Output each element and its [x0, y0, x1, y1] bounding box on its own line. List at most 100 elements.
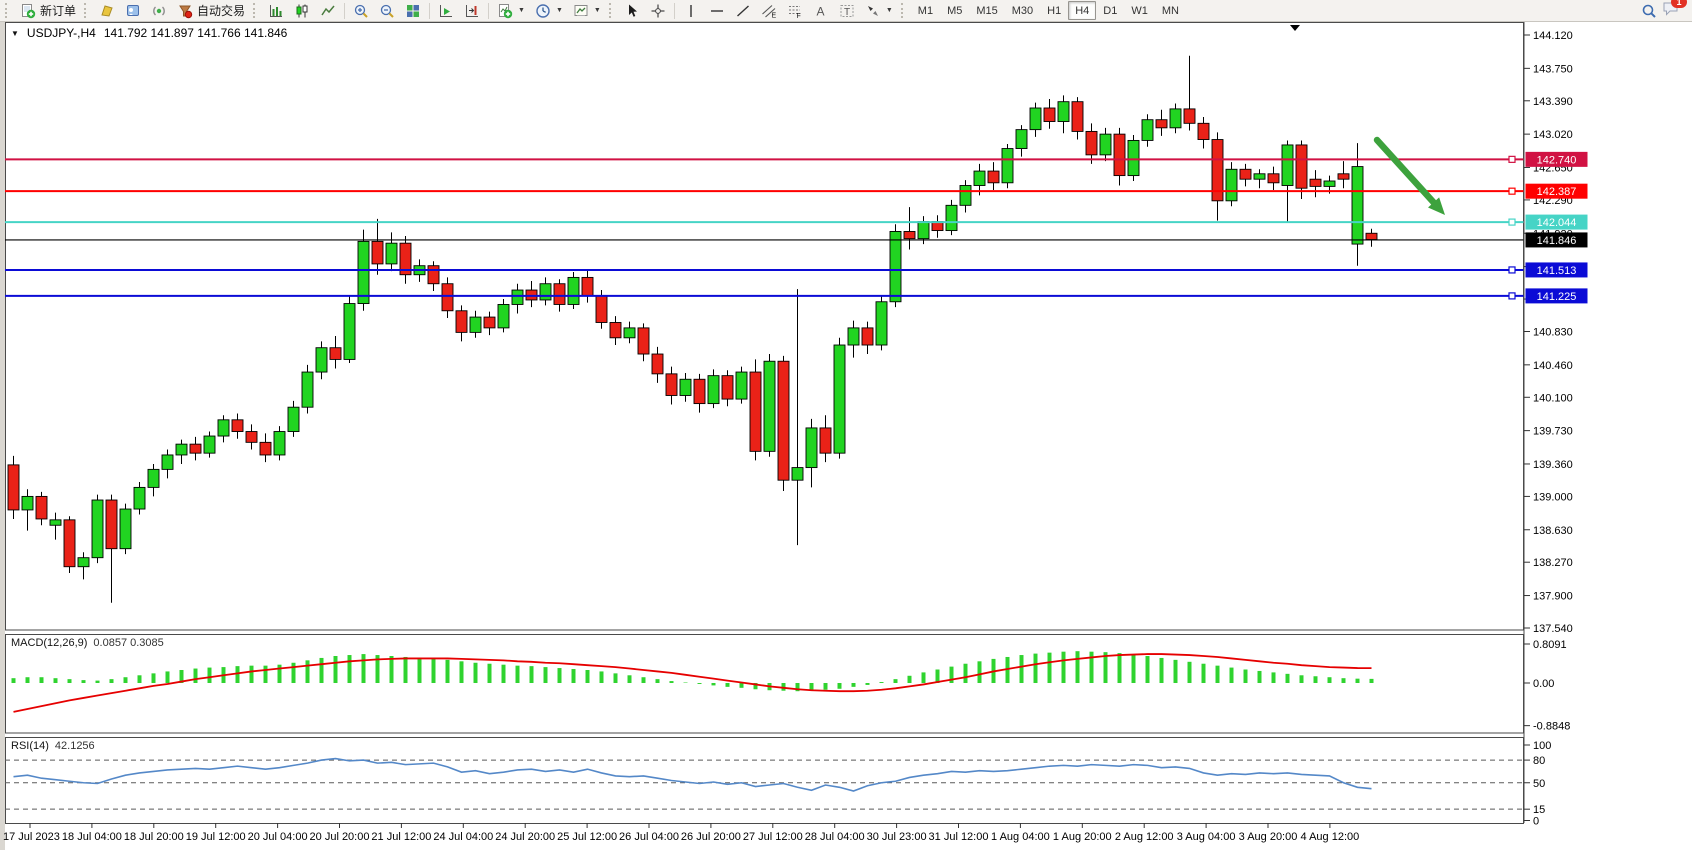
timeframe-MN[interactable]: MN — [1161, 4, 1179, 17]
notifications-button[interactable]: 1 — [1662, 0, 1687, 22]
price-tick: 139.730 — [1533, 426, 1573, 438]
chart-shift-marker[interactable] — [1290, 25, 1300, 31]
candlestick-button[interactable] — [289, 0, 315, 21]
time-tick-label: 1 Aug 20:00 — [1053, 831, 1112, 843]
chart-ohlc: 141.792 141.897 141.766 141.846 — [103, 26, 288, 40]
auto-scroll-icon — [438, 3, 454, 19]
arrows-dropdown-caret[interactable]: ▼ — [885, 7, 893, 14]
time-axis[interactable]: 17 Jul 2023 18 Jul 04:00 18 Jul 20:00 19 Ju… — [3, 823, 1359, 843]
auto-trading-button[interactable]: 自动交易 — [172, 0, 250, 21]
periods-button[interactable]: ▼ — [530, 0, 568, 21]
price-badge-141.225 — [1525, 288, 1588, 304]
horizontal-line-button[interactable] — [704, 0, 730, 21]
timeframe-M15[interactable]: M15 — [976, 4, 998, 17]
timeframe-H1[interactable]: H1 — [1047, 4, 1062, 17]
price-badge-142.044 — [1525, 214, 1588, 230]
templates-dropdown-caret[interactable]: ▼ — [593, 7, 601, 14]
time-tick-label: 27 Jul 12:00 — [743, 831, 803, 843]
zoom-in-button[interactable] — [348, 0, 374, 21]
chart-title-caret-icon[interactable]: ▼ — [11, 28, 19, 38]
time-tick-label: 19 Jul 12:00 — [186, 831, 246, 843]
macd-current-values: 0.0857 0.3085 — [93, 637, 164, 649]
hline-anchor-141.513[interactable] — [1508, 266, 1516, 274]
profile-icon — [99, 3, 115, 19]
svg-text:T: T — [844, 7, 850, 18]
auto-trading-icon — [177, 3, 193, 19]
bar-chart-button[interactable] — [263, 0, 289, 21]
timeframe-M1[interactable]: M1 — [917, 4, 934, 17]
chart-shift-icon — [464, 3, 480, 19]
price-badge-141.846 — [1525, 232, 1588, 248]
tile-windows-button[interactable] — [400, 0, 426, 21]
toolbar-grip[interactable] — [900, 3, 907, 18]
text-label-icon: T — [839, 3, 855, 19]
timeframe-H4[interactable]: H4 — [1068, 1, 1097, 20]
macd-pane — [11, 651, 1374, 713]
channel-button[interactable]: E — [756, 0, 782, 21]
channel-icon: E — [761, 3, 777, 19]
search-button[interactable] — [1636, 0, 1662, 21]
pane-frames — [5, 22, 1524, 824]
rsi-label: RSI(14) 42.1256 — [11, 740, 95, 752]
text-button[interactable]: A — [808, 0, 834, 21]
macd-axis-tick: 0.8091 — [1533, 639, 1567, 651]
timeframe-D1[interactable]: D1 — [1103, 4, 1118, 17]
price-badge-text: 141.225 — [1537, 291, 1577, 303]
price-tick: 143.020 — [1533, 129, 1573, 141]
time-tick-label: 24 Jul 04:00 — [433, 831, 493, 843]
time-tick-label: 20 Jul 20:00 — [310, 831, 370, 843]
charts-profile-button[interactable] — [94, 0, 120, 21]
macd-label: MACD(12,26,9) 0.0857 0.3085 — [11, 637, 164, 649]
auto-scroll-button[interactable] — [433, 0, 459, 21]
line-chart-icon — [320, 3, 336, 19]
arrows-button[interactable]: ▼ — [860, 0, 898, 21]
time-tick-label: 4 Aug 12:00 — [1301, 831, 1360, 843]
toolbar-grip[interactable] — [5, 3, 11, 18]
hline-anchor-142.387[interactable] — [1508, 187, 1516, 195]
text-label-button[interactable]: T — [834, 0, 860, 21]
chart-canvas[interactable]: 144.120143.750143.390143.020142.650142.2… — [0, 22, 1692, 850]
timeframe-W1[interactable]: W1 — [1131, 4, 1148, 17]
fibonacci-button[interactable]: F — [782, 0, 808, 21]
trendline-button[interactable] — [730, 0, 756, 21]
text-icon: A — [813, 3, 829, 19]
toolbar-grip[interactable] — [84, 3, 90, 18]
new-order-button[interactable]: 新订单 — [15, 0, 81, 21]
timeframe-M5[interactable]: M5 — [947, 4, 963, 17]
price-tick: 137.540 — [1533, 623, 1573, 635]
hline-anchor-141.225[interactable] — [1508, 292, 1516, 300]
timeframe-M30[interactable]: M30 — [1011, 4, 1034, 17]
time-tick-label: 26 Jul 04:00 — [619, 831, 679, 843]
zoom-out-button[interactable] — [374, 0, 400, 21]
price-axis[interactable]: 144.120143.750143.390143.020142.650142.2… — [1523, 22, 1692, 828]
templates-button[interactable]: ▼ — [568, 0, 606, 21]
trend-arrow-annotation[interactable] — [1373, 136, 1445, 215]
hline-anchor-142.044[interactable] — [1508, 218, 1516, 226]
line-chart-button[interactable] — [315, 0, 341, 21]
price-badge-142.740 — [1525, 151, 1588, 167]
cursor-button[interactable] — [619, 0, 645, 21]
indicators-dropdown-caret[interactable]: ▼ — [518, 7, 525, 14]
time-tick-label: 3 Aug 20:00 — [1239, 831, 1298, 843]
signals-button[interactable] — [146, 0, 172, 21]
time-tick-label: 3 Aug 04:00 — [1177, 831, 1236, 843]
price-badge-142.387 — [1525, 183, 1588, 199]
crosshair-button[interactable] — [645, 0, 671, 21]
svg-text:F: F — [796, 13, 800, 19]
periods-dropdown-caret[interactable]: ▼ — [555, 7, 563, 14]
vertical-line-button[interactable] — [678, 0, 704, 21]
market-watch-icon — [125, 3, 141, 19]
rsi-pane — [5, 757, 1524, 810]
price-badge-text: 141.846 — [1537, 235, 1577, 247]
time-tick-label: 21 Jul 12:00 — [371, 831, 431, 843]
hline-anchor-142.740[interactable] — [1508, 155, 1516, 163]
chart-shift-button[interactable] — [459, 0, 485, 21]
toolbar-grip[interactable] — [253, 3, 259, 18]
bar-chart-icon — [268, 3, 284, 19]
market-watch-button[interactable] — [120, 0, 146, 21]
indicators-button[interactable]: ▼ — [492, 0, 530, 21]
templates-icon — [573, 3, 589, 19]
toolbar-grip[interactable] — [608, 3, 615, 18]
clock-icon — [535, 3, 551, 19]
hline-objects — [5, 155, 1524, 300]
